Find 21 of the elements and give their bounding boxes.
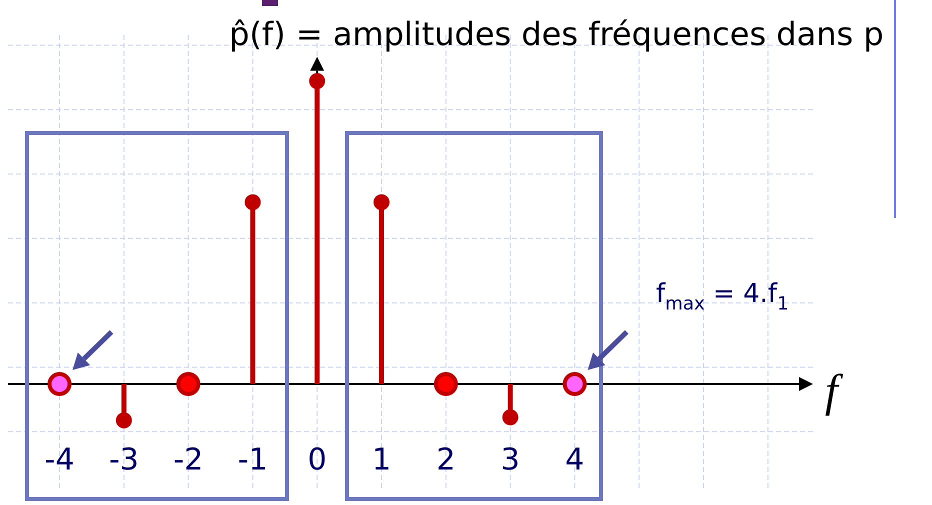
point <box>374 194 390 210</box>
x-tick-label: 3 <box>500 442 520 478</box>
x-tick-label: 1 <box>372 442 392 478</box>
annotation: f$_{max}$ = 4.f$_{1}$ <box>656 278 789 314</box>
x-tick-label: 2 <box>436 442 456 478</box>
x-axis-title: f <box>825 364 844 416</box>
point <box>502 409 518 426</box>
point <box>176 372 200 396</box>
x-tick-label: 4 <box>565 442 584 478</box>
x-tick-label: -1 <box>238 442 268 478</box>
x-tick-label: -3 <box>108 442 139 478</box>
point <box>309 73 326 90</box>
point <box>116 412 132 428</box>
x-tick-label: -4 <box>44 442 74 478</box>
y-axis-title: p̂(f) = amplitudes des fréquences dans p <box>229 15 884 53</box>
point <box>244 194 261 210</box>
x-tick-label: -2 <box>173 442 204 478</box>
point <box>562 372 587 396</box>
point <box>48 372 72 396</box>
x-tick-label: 0 <box>308 442 327 478</box>
point <box>434 372 458 396</box>
